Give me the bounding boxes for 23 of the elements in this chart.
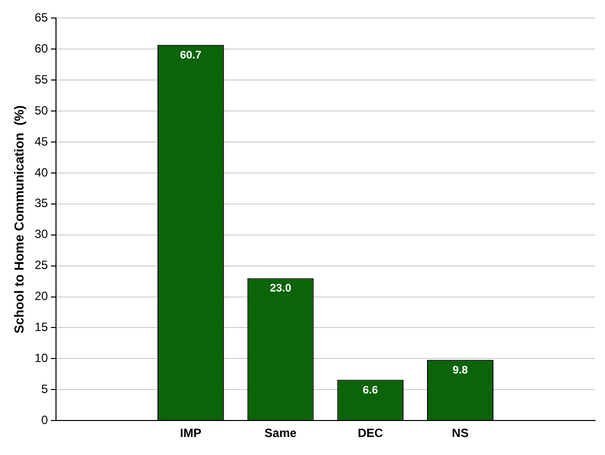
y-tick-label: 25 — [34, 258, 48, 272]
x-tick-label: Same — [264, 426, 297, 440]
y-tick-label: 35 — [34, 196, 48, 210]
y-tick-label: 55 — [34, 72, 48, 86]
y-tick-label: 15 — [34, 320, 48, 334]
y-tick-label: 50 — [34, 103, 48, 118]
x-tick-label: NS — [452, 426, 469, 440]
x-tick-label: DEC — [358, 426, 384, 440]
y-tick-label: 45 — [34, 134, 48, 148]
y-tick-label: 0 — [41, 412, 48, 427]
y-axis-title: School to Home Communication (%) — [11, 105, 26, 334]
y-tick-label: 5 — [41, 382, 48, 396]
y-tick-label: 40 — [34, 165, 48, 180]
y-tick-label: 60 — [34, 41, 48, 56]
data-label: 60.7 — [180, 49, 202, 62]
data-label: 6.6 — [362, 384, 378, 396]
y-tick-label: 30 — [34, 227, 48, 242]
y-tick-label: 20 — [34, 289, 48, 304]
data-label: 9.8 — [452, 364, 468, 376]
y-tick-label: 10 — [34, 351, 48, 366]
y-tick-label: 65 — [34, 10, 48, 25]
x-tick-label: IMP — [180, 426, 202, 440]
data-label: 23.0 — [270, 282, 292, 295]
